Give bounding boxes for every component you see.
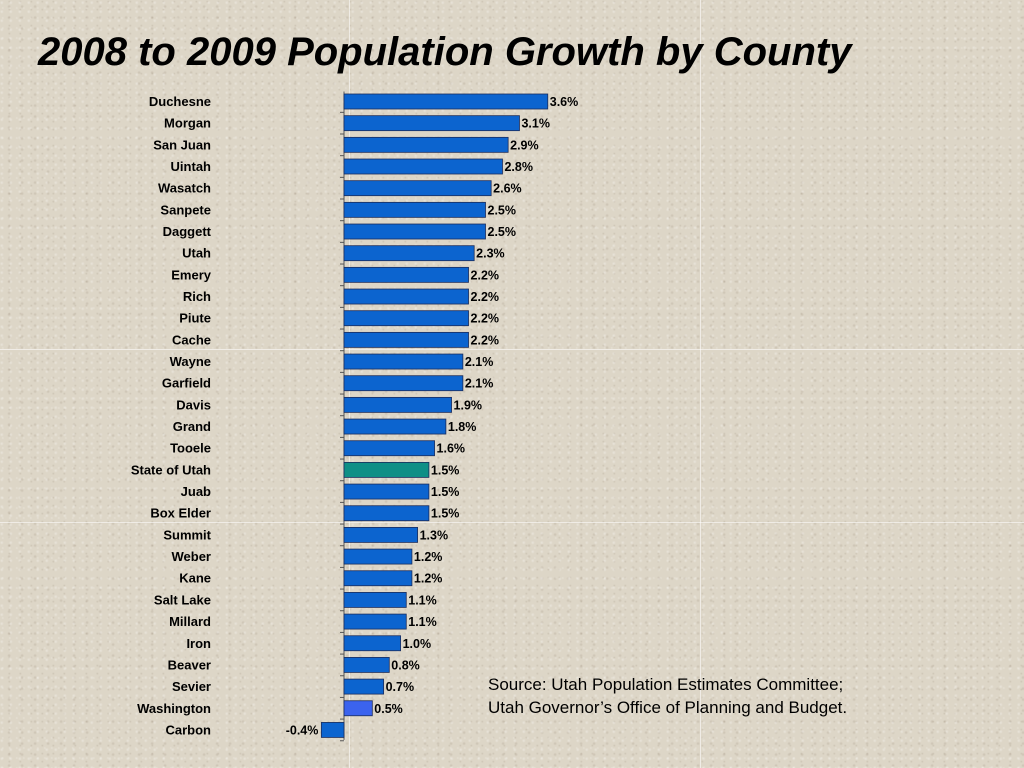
value-label: 1.1%: [408, 593, 437, 607]
source-line-2: Utah Governor’s Office of Planning and B…: [488, 698, 848, 717]
value-label: 2.2%: [471, 268, 500, 282]
bar: [343, 592, 407, 608]
category-label: Piute: [179, 311, 211, 326]
category-label: Davis: [176, 397, 211, 412]
bar: [343, 375, 464, 392]
bar: [343, 635, 401, 652]
category-label: Grand: [173, 419, 211, 434]
value-label: 1.1%: [408, 615, 437, 629]
value-label: 2.5%: [488, 225, 517, 239]
category-label: Wasatch: [158, 181, 211, 196]
value-label: 1.3%: [420, 528, 449, 542]
category-label: Sevier: [172, 679, 211, 694]
category-label: Iron: [186, 636, 211, 651]
bar: [343, 396, 452, 413]
value-label: 0.5%: [374, 702, 403, 716]
bar: [343, 331, 469, 348]
value-label: 3.6%: [550, 95, 579, 109]
bar: [343, 440, 435, 457]
bar: [343, 505, 430, 522]
category-label: Box Elder: [150, 506, 211, 521]
category-label: Morgan: [164, 116, 211, 131]
value-label: 1.5%: [431, 485, 460, 499]
bar: [343, 158, 503, 175]
value-label: 0.8%: [391, 658, 420, 672]
category-label: Millard: [169, 614, 211, 629]
bar: [343, 310, 469, 327]
page-title: 2008 to 2009 Population Growth by County: [38, 30, 852, 74]
value-label: 3.1%: [521, 117, 550, 131]
bar: [343, 93, 549, 110]
category-label: Weber: [172, 549, 212, 564]
bar: [343, 223, 486, 240]
bar: [343, 548, 413, 565]
category-label: Beaver: [168, 657, 211, 672]
category-label: San Juan: [153, 137, 211, 152]
value-label: 2.5%: [488, 203, 517, 217]
category-label: Daggett: [163, 224, 212, 239]
bar: [343, 527, 418, 543]
bar: [343, 678, 385, 695]
category-label: Washington: [137, 701, 211, 716]
value-label: 2.3%: [476, 247, 505, 261]
value-label: 1.0%: [403, 637, 432, 651]
background-divider: [0, 522, 1024, 523]
value-label: -0.4%: [286, 723, 319, 737]
category-label: Utah: [182, 246, 211, 261]
category-label: Carbon: [166, 722, 212, 737]
bar: [343, 700, 373, 717]
bar: [343, 353, 464, 370]
category-label: Juab: [181, 484, 211, 499]
value-label: 2.1%: [465, 355, 494, 369]
category-label: Uintah: [171, 159, 212, 174]
source-note: Source: Utah Population Estimates Commit…: [488, 673, 847, 719]
bar: [343, 180, 492, 197]
bar: [343, 245, 475, 262]
category-label: Rich: [183, 289, 211, 304]
category-label: Garfield: [162, 376, 211, 391]
value-label: 1.9%: [454, 398, 483, 412]
background-divider: [700, 0, 701, 768]
category-label: State of Utah: [131, 462, 211, 477]
value-label: 1.8%: [448, 420, 477, 434]
value-label: 1.2%: [414, 572, 443, 586]
category-label: Sanpete: [160, 202, 211, 217]
bar: [343, 461, 430, 478]
category-label: Summit: [163, 527, 211, 542]
category-label: Cache: [172, 332, 211, 347]
value-label: 2.1%: [465, 377, 494, 391]
value-label: 2.8%: [504, 160, 532, 174]
category-label: Duchesne: [149, 94, 211, 109]
bar: [343, 570, 413, 587]
background-divider: [0, 349, 1024, 350]
bar: [343, 201, 486, 218]
value-label: 0.7%: [386, 680, 415, 694]
value-label: 2.2%: [471, 290, 500, 304]
bar: [343, 613, 407, 630]
bar: [343, 136, 509, 153]
bar: [343, 266, 469, 283]
bar: [343, 657, 390, 673]
bar: [343, 115, 520, 132]
value-label: 1.2%: [414, 550, 443, 564]
value-label: 2.9%: [510, 138, 539, 152]
source-line-1: Source: Utah Population Estimates Commit…: [488, 675, 844, 694]
category-label: Emery: [171, 267, 212, 282]
bar: [343, 288, 469, 305]
category-label: Salt Lake: [154, 592, 211, 607]
value-label: 2.2%: [471, 333, 500, 347]
category-label: Tooele: [170, 441, 211, 456]
value-label: 1.5%: [431, 507, 460, 521]
bar: [320, 722, 345, 738]
value-label: 2.6%: [493, 182, 522, 196]
category-label: Kane: [179, 571, 211, 586]
bar: [343, 418, 447, 435]
value-label: 2.2%: [471, 312, 500, 326]
value-label: 1.6%: [437, 442, 466, 456]
category-label: Wayne: [170, 354, 211, 369]
value-label: 1.5%: [431, 463, 460, 477]
bar: [343, 483, 430, 500]
